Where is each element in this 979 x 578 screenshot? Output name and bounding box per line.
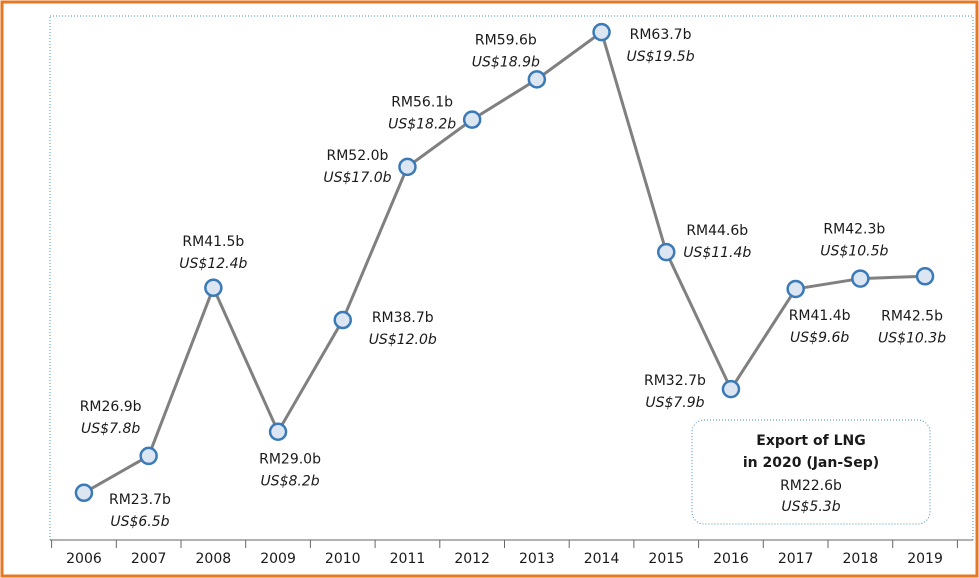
x-tick-label: 2009 [260, 551, 296, 567]
secondary-label: US$19.5b [626, 49, 694, 65]
marker [74, 483, 94, 503]
marker [333, 310, 352, 330]
data-label: RM52.0b [327, 148, 389, 164]
marker [398, 157, 417, 177]
marker [851, 269, 870, 288]
secondary-label: US$7.9b [645, 395, 704, 411]
marker [721, 379, 741, 399]
x-tick-label: 2014 [584, 551, 620, 567]
data-label: RM59.6b [475, 32, 537, 48]
secondary-label: US$6.5b [110, 514, 169, 530]
secondary-label: US$8.2b [260, 474, 319, 490]
secondary-label: US$7.8b [81, 421, 140, 437]
marker [786, 279, 805, 299]
data-label: RM26.9b [80, 399, 142, 415]
x-tick-label: 2019 [907, 551, 943, 567]
data-label: RM42.5b [881, 308, 943, 324]
secondary-label: US$18.2b [388, 117, 456, 133]
secondary-label: US$10.3b [878, 330, 946, 346]
x-tick-label: 2015 [648, 551, 684, 567]
secondary-label: US$18.9b [472, 54, 540, 70]
annotation-title: Export of LNG [756, 433, 865, 449]
secondary-label: US$9.6b [790, 330, 849, 346]
data-label: RM32.7b [644, 373, 706, 389]
marker [592, 22, 611, 42]
data-label: RM63.7b [630, 27, 692, 43]
x-tick-label: 2011 [390, 551, 426, 567]
marker [527, 70, 547, 89]
annotation-box [691, 419, 931, 525]
secondary-label: US$12.4b [179, 256, 247, 272]
secondary-label: US$11.4b [683, 245, 751, 261]
annotation-usd: US$5.3b [781, 499, 840, 515]
marker [268, 422, 288, 441]
x-tick-label: 2007 [131, 551, 167, 567]
x-tick-label: 2017 [778, 551, 814, 567]
data-label: RM41.4b [789, 308, 851, 324]
marker [462, 110, 482, 129]
annotation-value: RM22.6b [780, 478, 842, 494]
data-label: RM42.3b [823, 222, 885, 238]
secondary-label: US$10.5b [820, 244, 888, 260]
marker [139, 446, 158, 466]
line [83, 29, 926, 495]
marker [657, 242, 676, 262]
x-tick-label: 2016 [713, 551, 749, 567]
x-tick-label: 2012 [454, 551, 490, 567]
data-label: RM56.1b [391, 95, 453, 111]
annotation-title: in 2020 (Jan-Sep) [743, 455, 879, 471]
data-label: RM29.0b [259, 452, 321, 468]
data-label: RM23.7b [109, 492, 171, 508]
x-tick-label: 2013 [519, 551, 555, 567]
x-tick-label: 2008 [196, 551, 232, 567]
secondary-label: US$12.0b [369, 332, 437, 348]
x-tick-label: 2010 [325, 551, 361, 567]
x-tick-label: 2018 [843, 551, 879, 567]
x-tick-label: 2006 [66, 551, 102, 567]
secondary-label: US$17.0b [323, 170, 391, 186]
data-label: RM41.5b [182, 234, 244, 250]
data-label: RM44.6b [686, 223, 748, 239]
marker [204, 278, 223, 298]
data-label: RM38.7b [372, 310, 434, 326]
marker [915, 267, 935, 286]
